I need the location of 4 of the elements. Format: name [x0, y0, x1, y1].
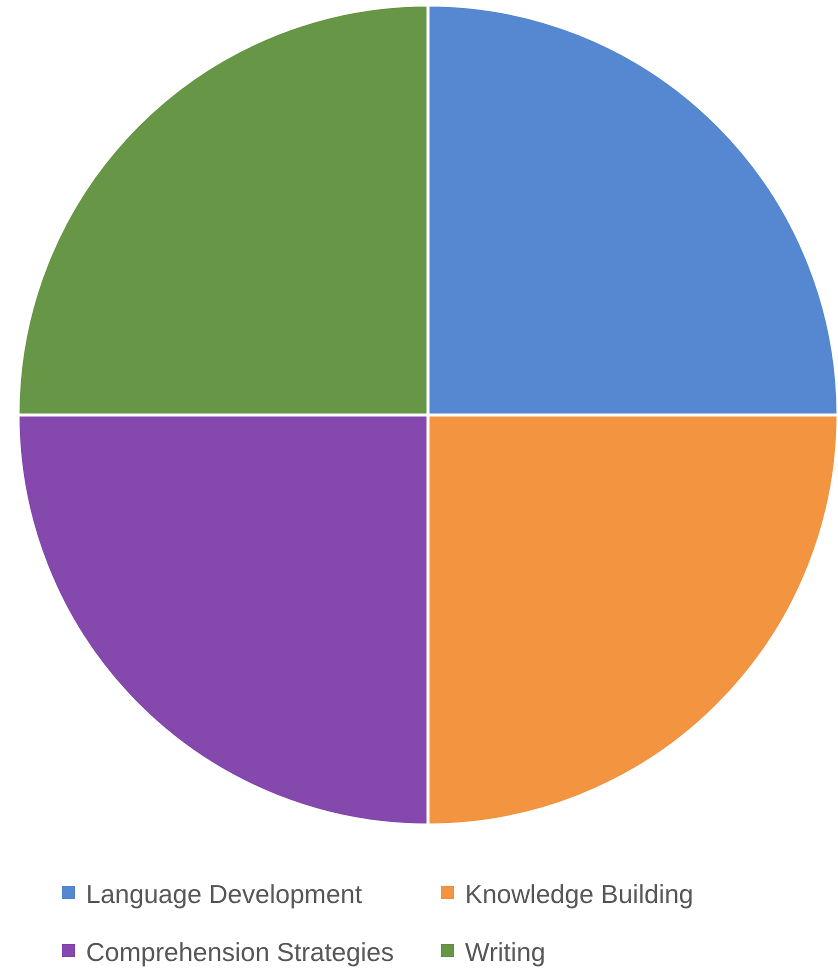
legend-label: Comprehension Strategies — [86, 937, 394, 967]
legend-label: Language Development — [86, 879, 363, 909]
legend-label: Knowledge Building — [465, 879, 694, 909]
legend-label: Writing — [465, 937, 546, 967]
